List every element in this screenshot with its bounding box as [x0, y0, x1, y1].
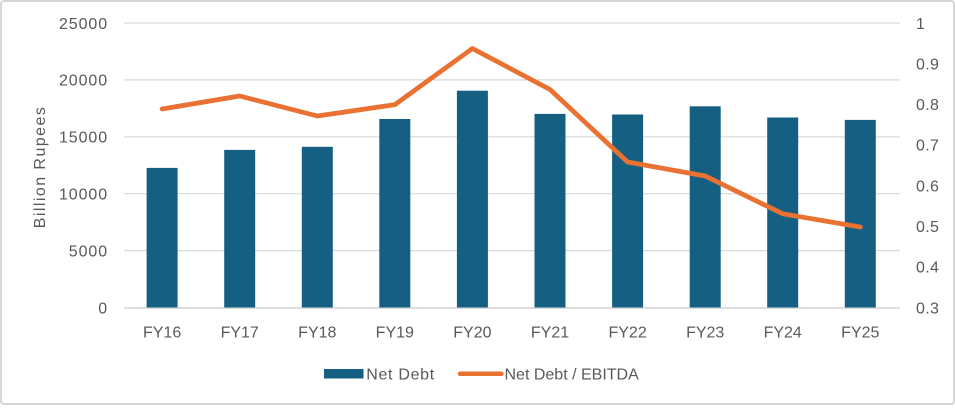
svg-text:15000: 15000	[59, 130, 108, 147]
svg-text:5000: 5000	[69, 243, 108, 260]
svg-text:FY17: FY17	[221, 325, 259, 342]
svg-text:20000: 20000	[59, 73, 108, 90]
svg-text:Billion Rupees: Billion Rupees	[32, 106, 49, 229]
svg-text:FY25: FY25	[841, 325, 879, 342]
svg-text:Net Debt / EBITDA: Net Debt / EBITDA	[505, 366, 640, 383]
svg-text:1: 1	[916, 16, 925, 33]
svg-text:FY24: FY24	[764, 325, 802, 342]
svg-text:0: 0	[98, 300, 108, 317]
svg-text:FY22: FY22	[608, 325, 646, 342]
svg-text:25000: 25000	[59, 16, 108, 33]
svg-text:0.7: 0.7	[916, 138, 939, 155]
svg-text:0.9: 0.9	[916, 56, 939, 73]
svg-text:0.8: 0.8	[916, 97, 939, 114]
svg-text:FY18: FY18	[298, 325, 336, 342]
svg-text:FY21: FY21	[531, 325, 569, 342]
svg-text:FY20: FY20	[453, 325, 491, 342]
svg-text:0.5: 0.5	[916, 219, 939, 236]
svg-text:Net Debt: Net Debt	[366, 366, 435, 383]
svg-text:0.6: 0.6	[916, 178, 939, 195]
svg-text:0.4: 0.4	[916, 260, 939, 277]
svg-text:FY19: FY19	[376, 325, 414, 342]
svg-text:0.3: 0.3	[916, 300, 939, 317]
svg-text:FY16: FY16	[143, 325, 181, 342]
svg-text:10000: 10000	[59, 187, 108, 204]
svg-text:FY23: FY23	[686, 325, 724, 342]
